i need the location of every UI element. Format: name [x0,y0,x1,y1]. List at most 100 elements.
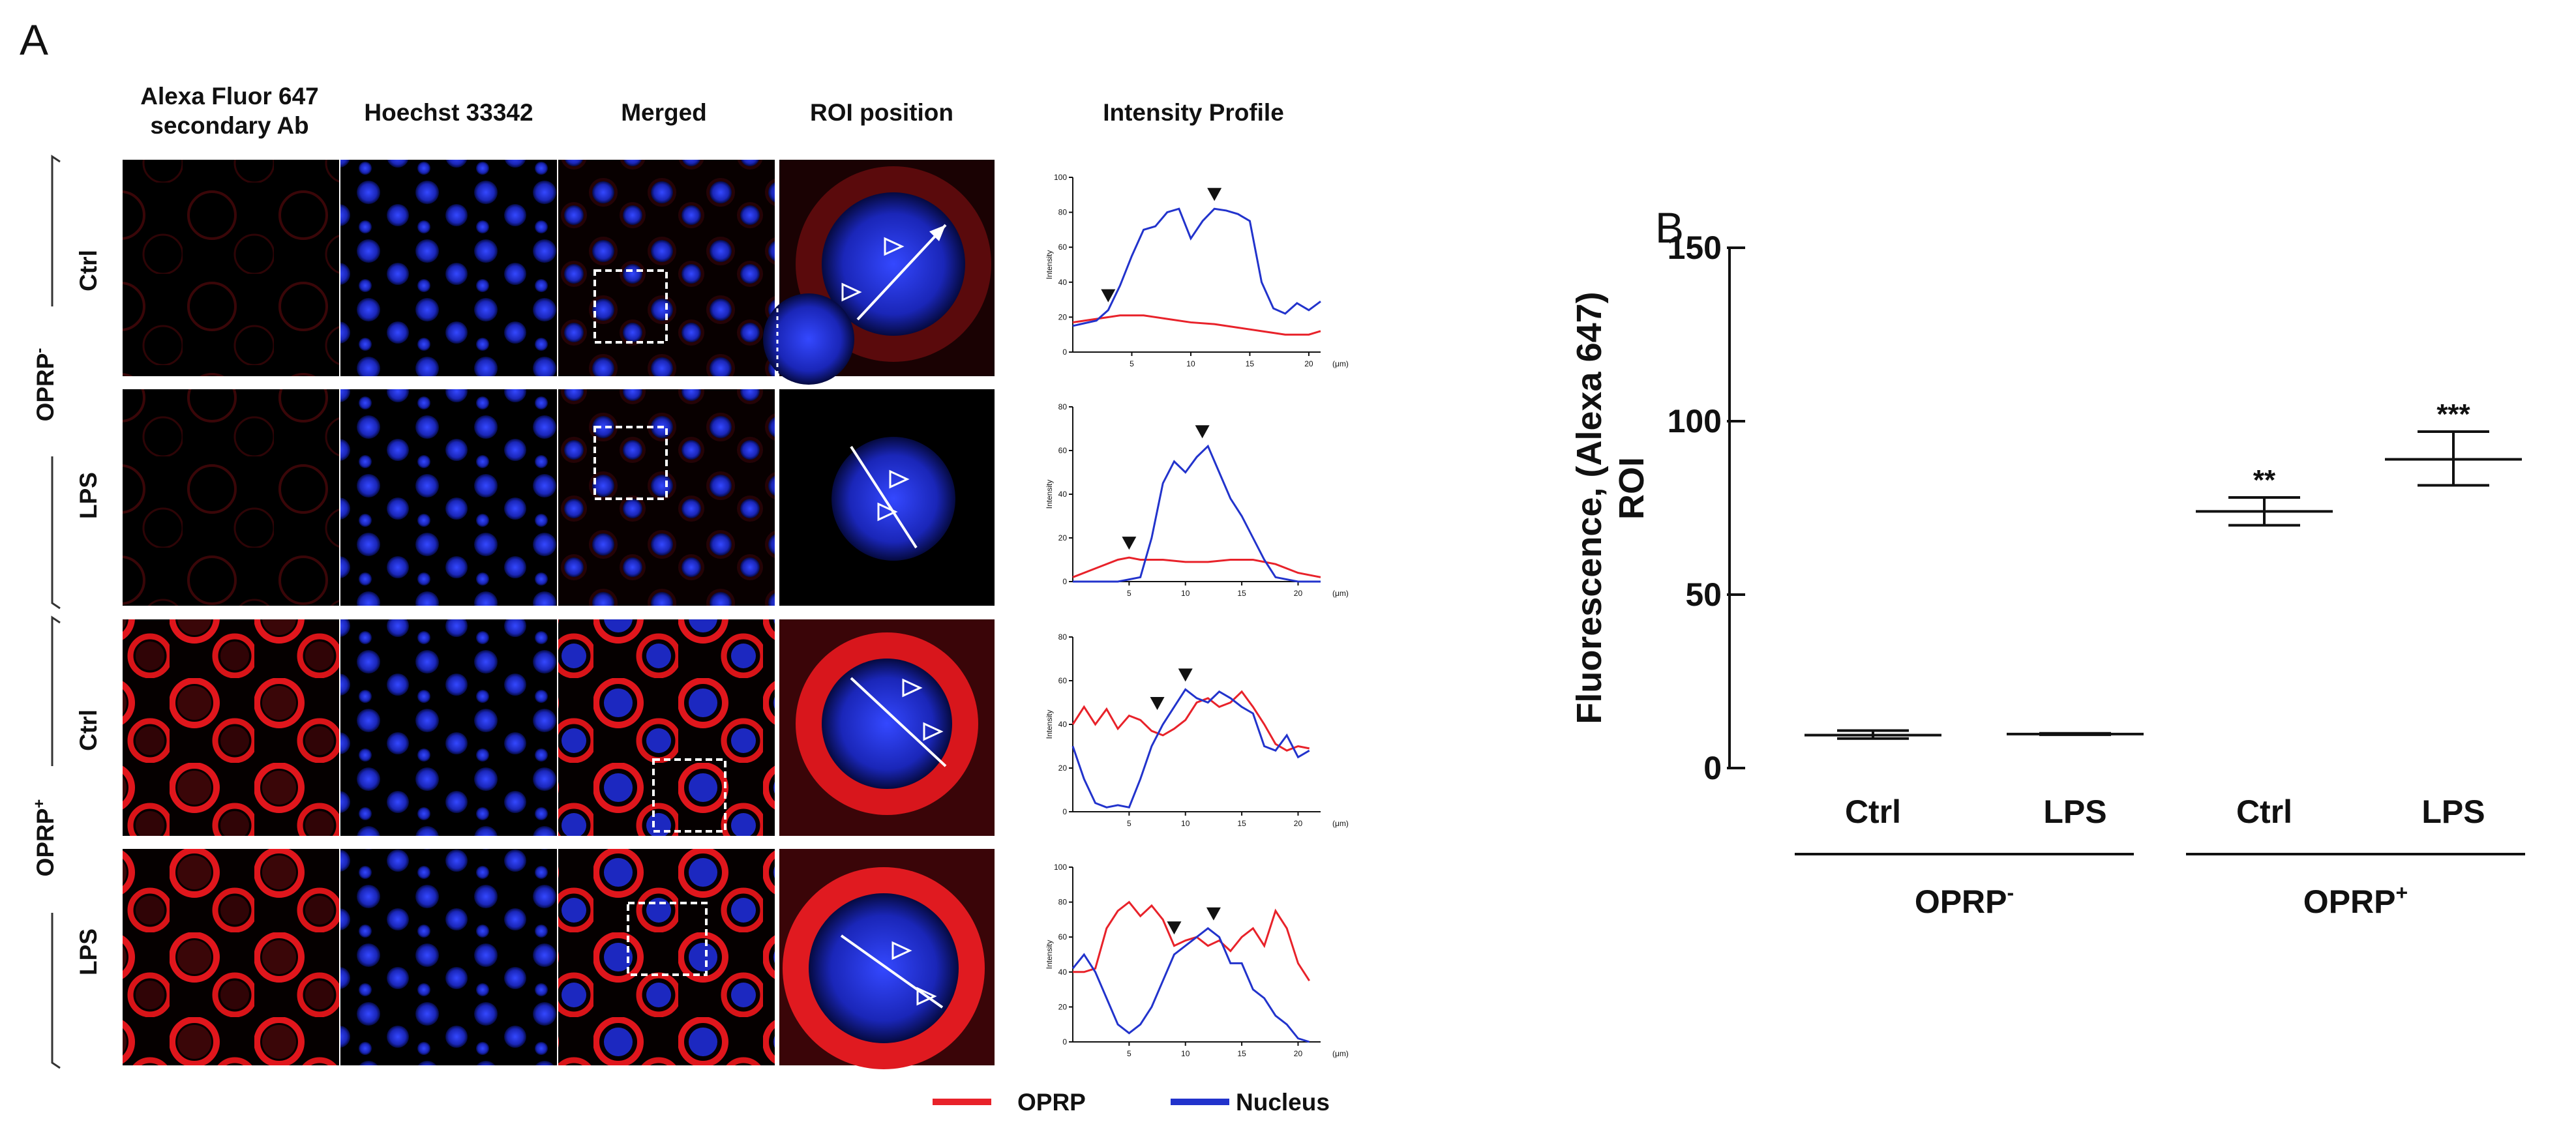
image-grid [123,160,995,1069]
bracket-neg-top [51,155,61,306]
profile-peak-marker [1150,696,1165,710]
roi-box-neg-lps [593,426,668,500]
profile-y-label: Intensity [1045,710,1054,739]
profile-peak-marker [1195,425,1210,439]
profile-peak-marker [1207,188,1222,201]
group-label-oprp-pos: OPRP+ [31,799,59,877]
profile-peak-marker [1178,668,1193,682]
profile-x-tick-label: 20 [1304,359,1313,368]
header-roi: ROI position [810,99,953,126]
panel-b-y-label-line2: ROI [1612,457,1651,520]
profile-x-tick-label: 15 [1237,1049,1246,1058]
roi-nucleus-pos-ctrl [822,659,952,789]
roi-open-triangle [841,282,862,302]
row-label-pos-lps: LPS [75,928,102,975]
profile-y-tick-label: 80 [1058,632,1068,642]
profile-x-tick-label: 10 [1181,819,1190,828]
profile-x-tick-label: 20 [1294,819,1303,828]
header-profile: Intensity Profile [1103,99,1284,126]
panel-letter-b: B [1655,203,1684,252]
profile-x-tick-label: 10 [1181,589,1190,598]
profile-x-tick-label: 20 [1294,589,1303,598]
profile-peak-marker [1206,907,1221,921]
profile-peak-marker [1167,921,1182,935]
profile-series-nucleus [1073,444,1321,583]
img-hoechst-pos-ctrl [340,619,557,836]
img-merged-pos-ctrl [558,619,775,836]
panel-b-y-tick-label: 100 [1668,403,1722,439]
img-merged-pos-lps [558,849,775,1065]
img-hoechst-pos-lps [340,849,557,1065]
profile-x-tick-label: 15 [1237,589,1246,598]
legend-label-nucleus: Nucleus [1236,1089,1330,1116]
bracket-pos-top [51,615,61,766]
panel-b-y-tick-label: 150 [1668,230,1722,266]
panel-b-significance: ** [2253,464,2276,496]
roi-open-triangle [877,502,898,522]
profile-y-tick-label: 0 [1062,348,1067,357]
img-alexa-neg-lps [123,389,339,606]
profile-y-tick-label: 40 [1058,720,1068,729]
profile-y-tick-label: 0 [1062,577,1067,586]
profile-series-oprp [1071,690,1310,752]
row-label-neg-ctrl: Ctrl [75,250,102,291]
row-label-pos-ctrl: Ctrl [75,709,102,751]
panel-b-category-label: LPS [2421,793,2485,830]
profile-chart-3: 0 20 40 60 80 5 10 15 20 (μm) Intensity [1045,632,1349,828]
profile-series-nucleus [1072,207,1321,327]
roi-open-triangle [923,722,944,741]
img-alexa-neg-ctrl [123,160,339,376]
header-merged: Merged [621,99,707,126]
header-hoechst: Hoechst 33342 [364,99,533,126]
profile-y-tick-label: 20 [1058,763,1068,773]
panel-b-chart: 0 50 100 150 Fluorescence, (Alexa 647) ROI Ctr… [1570,230,2525,920]
row-label-neg-lps: LPS [75,472,102,519]
profile-x-tick-label: 10 [1181,1049,1190,1058]
roi-open-triangle [891,941,912,960]
img-merged-neg-ctrl [558,160,775,376]
profile-y-tick-label: 40 [1058,490,1068,499]
profile-peak-marker [1122,537,1137,550]
profile-series-oprp [1072,314,1321,336]
group-label-oprp-neg: OPRP- [31,348,59,422]
panel-b-category-label: Ctrl [1845,793,1901,830]
profile-y-tick-label: 0 [1062,807,1067,816]
profile-y-tick-label: 0 [1062,1037,1067,1046]
panel-b-y-tick-label: 0 [1703,750,1722,786]
profile-series-oprp [1073,900,1310,982]
roi-nucleus-neg-ctrl [822,192,965,336]
panel-letter-a: A [20,16,48,64]
roi-arrow-neg-ctrl [856,224,947,321]
profile-y-tick-label: 100 [1054,173,1067,182]
column-headers: Alexa Fluor 647 secondary Ab Hoechst 333… [140,83,1284,139]
profile-y-tick-label: 80 [1058,898,1068,907]
profile-y-tick-label: 20 [1058,312,1068,321]
roi-box-neg-ctrl [593,269,668,344]
roi-box-pos-ctrl [652,758,726,833]
profile-y-label: Intensity [1045,250,1054,280]
header-alexa-line2: secondary Ab [150,112,308,139]
profile-y-tick-label: 20 [1058,1002,1068,1011]
profile-chart-4: 0 20 40 60 80 100 5 10 15 20 (μm) Intensity [1045,863,1349,1058]
panel-b-category-label: Ctrl [2236,793,2292,830]
bracket-neg-bottom [51,456,61,610]
profile-y-tick-label: 40 [1058,968,1068,977]
profile-y-tick-label: 20 [1058,533,1068,542]
roi-open-triangle [884,237,905,256]
profile-y-label: Intensity [1045,480,1054,509]
roi-arrow-neg-lps [850,445,918,549]
img-alexa-pos-lps [123,849,339,1065]
roi-open-triangle [889,469,910,489]
roi-arrowhead [929,225,946,241]
roi-box-pos-lps [627,902,708,976]
profile-x-tick-label: 20 [1294,1049,1303,1058]
profile-peak-marker [1101,289,1116,303]
profile-series-oprp [1072,556,1321,578]
header-alexa-line1: Alexa Fluor 647 [140,83,319,110]
profile-x-label: (μm) [1332,589,1349,598]
profile-x-tick-label: 15 [1237,819,1246,828]
row-labels: Ctrl LPS Ctrl LPS OPRP- OPRP+ [31,155,102,1069]
profile-x-label: (μm) [1332,1049,1349,1058]
profile-chart-1: 0 20 40 60 80 100 5 10 15 20 (μm) Intensity [1045,173,1349,368]
